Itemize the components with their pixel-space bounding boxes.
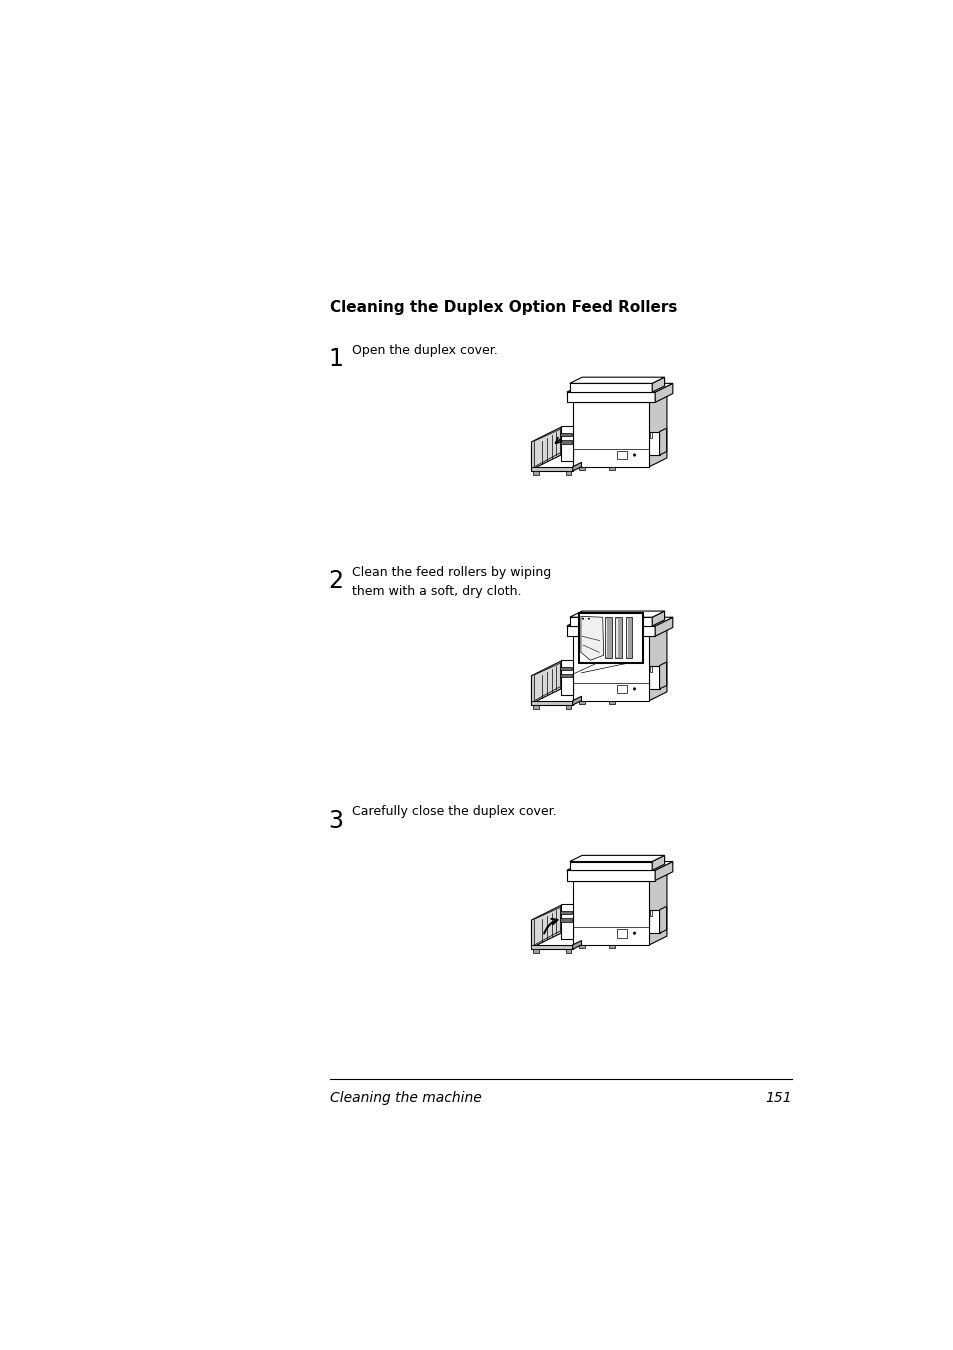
Bar xyxy=(533,705,537,709)
Polygon shape xyxy=(572,697,581,705)
Polygon shape xyxy=(566,861,672,871)
Polygon shape xyxy=(531,467,572,471)
Polygon shape xyxy=(559,440,572,444)
Bar xyxy=(649,910,652,917)
Bar xyxy=(565,949,570,953)
Polygon shape xyxy=(569,856,664,861)
Bar xyxy=(578,467,585,470)
Polygon shape xyxy=(534,907,559,945)
Polygon shape xyxy=(649,666,659,688)
Polygon shape xyxy=(572,872,666,880)
Bar xyxy=(608,945,614,949)
Bar xyxy=(565,705,570,709)
Text: 3: 3 xyxy=(328,809,343,833)
Bar xyxy=(533,471,537,475)
Polygon shape xyxy=(580,617,603,660)
Polygon shape xyxy=(655,383,672,402)
Polygon shape xyxy=(560,425,572,460)
Text: Cleaning the machine: Cleaning the machine xyxy=(330,1091,481,1106)
Polygon shape xyxy=(569,617,652,626)
Polygon shape xyxy=(534,429,559,467)
Polygon shape xyxy=(659,428,666,455)
Bar xyxy=(565,471,570,475)
Polygon shape xyxy=(566,626,655,636)
Polygon shape xyxy=(652,612,664,626)
Polygon shape xyxy=(659,906,666,933)
Polygon shape xyxy=(531,662,560,703)
Polygon shape xyxy=(652,377,664,392)
Polygon shape xyxy=(560,660,572,695)
Circle shape xyxy=(633,454,635,456)
Bar xyxy=(604,617,611,659)
Polygon shape xyxy=(617,451,626,459)
Polygon shape xyxy=(559,667,572,670)
Text: 1: 1 xyxy=(328,347,343,371)
Polygon shape xyxy=(569,377,664,383)
Text: Carefully close the duplex cover.: Carefully close the duplex cover. xyxy=(352,806,557,818)
Bar xyxy=(605,618,607,656)
Polygon shape xyxy=(559,918,572,922)
Bar xyxy=(578,701,585,705)
Bar xyxy=(649,666,652,672)
Text: Open the duplex cover.: Open the duplex cover. xyxy=(352,344,497,356)
Polygon shape xyxy=(652,856,664,871)
Polygon shape xyxy=(572,880,649,945)
Polygon shape xyxy=(572,628,666,636)
Polygon shape xyxy=(649,910,659,933)
Polygon shape xyxy=(659,662,666,688)
Polygon shape xyxy=(572,462,581,471)
Bar xyxy=(608,701,614,705)
Bar xyxy=(608,467,614,470)
Text: Clean the feed rollers by wiping
them with a soft, dry cloth.: Clean the feed rollers by wiping them wi… xyxy=(352,567,551,598)
Polygon shape xyxy=(617,929,626,938)
Polygon shape xyxy=(572,402,649,467)
Polygon shape xyxy=(566,392,655,402)
Polygon shape xyxy=(559,433,572,436)
Polygon shape xyxy=(566,871,655,880)
Polygon shape xyxy=(531,906,560,948)
Text: 2: 2 xyxy=(328,570,343,594)
Polygon shape xyxy=(569,861,652,871)
Polygon shape xyxy=(531,945,572,949)
Bar xyxy=(616,618,618,656)
Circle shape xyxy=(581,618,583,620)
Polygon shape xyxy=(572,394,666,402)
Polygon shape xyxy=(572,636,649,701)
Polygon shape xyxy=(655,617,672,636)
Polygon shape xyxy=(572,941,581,949)
Polygon shape xyxy=(566,383,672,392)
Polygon shape xyxy=(617,684,626,694)
Circle shape xyxy=(587,618,589,620)
Polygon shape xyxy=(534,663,559,701)
Polygon shape xyxy=(566,617,672,626)
Bar xyxy=(626,618,627,656)
Polygon shape xyxy=(649,432,659,455)
Polygon shape xyxy=(569,612,664,617)
Polygon shape xyxy=(531,701,572,705)
Polygon shape xyxy=(649,394,666,467)
Bar xyxy=(533,949,537,953)
Bar xyxy=(625,617,632,659)
Circle shape xyxy=(633,687,635,690)
Polygon shape xyxy=(560,904,572,940)
Text: 151: 151 xyxy=(764,1091,791,1106)
Bar xyxy=(649,432,652,437)
Bar xyxy=(578,613,642,663)
Polygon shape xyxy=(655,861,672,880)
Text: Cleaning the Duplex Option Feed Rollers: Cleaning the Duplex Option Feed Rollers xyxy=(330,300,677,315)
Polygon shape xyxy=(649,872,666,945)
Polygon shape xyxy=(559,674,572,678)
Polygon shape xyxy=(531,427,560,470)
Polygon shape xyxy=(559,911,572,914)
Bar xyxy=(578,945,585,949)
Circle shape xyxy=(633,931,635,934)
Polygon shape xyxy=(649,628,666,701)
Bar xyxy=(615,617,621,659)
Polygon shape xyxy=(569,383,652,392)
